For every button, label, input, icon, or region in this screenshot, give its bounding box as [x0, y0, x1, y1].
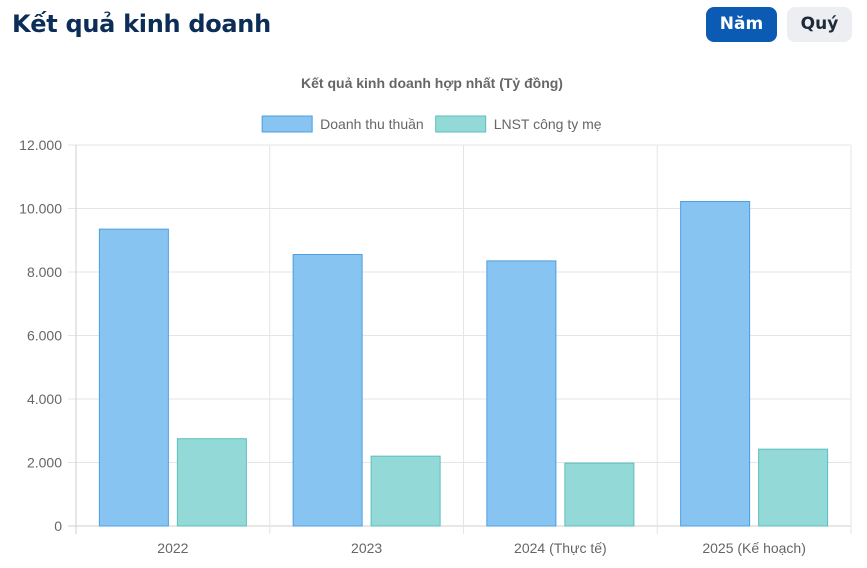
- y-tick-label: 4.000: [27, 391, 62, 407]
- y-tick-label: 0: [54, 518, 62, 534]
- y-tick-label: 6.000: [27, 328, 62, 344]
- legend-label-revenue[interactable]: Doanh thu thuần: [320, 116, 424, 132]
- y-tick-label: 12.000: [19, 137, 62, 153]
- revenue-bar[interactable]: [680, 201, 751, 527]
- y-tick-label: 10.000: [19, 201, 62, 217]
- legend-swatch-revenue[interactable]: [261, 115, 313, 133]
- revenue-bar[interactable]: [292, 254, 363, 527]
- profit-bar[interactable]: [758, 448, 829, 527]
- x-tick-label: 2025 (Kế hoạch): [702, 540, 806, 556]
- chart-axes: 0 2.000 4.000 6.000 8.000 10.000 12.000 2022 202…: [19, 137, 806, 556]
- revenue-bar[interactable]: [486, 260, 557, 527]
- revenue-bar[interactable]: [98, 228, 169, 527]
- page-title: Kết quả kinh doanh: [12, 10, 271, 38]
- chart-title: Kết quả kinh doanh hợp nhất (Tỷ đồng): [301, 75, 563, 91]
- profit-bar[interactable]: [176, 438, 247, 527]
- chart-bars: [98, 201, 829, 527]
- x-tick-label: 2024 (Thực tế): [514, 540, 607, 556]
- chart-legend: Doanh thu thuần LNST công ty mẹ: [261, 115, 602, 133]
- quarter-button[interactable]: Quý: [787, 7, 852, 42]
- profit-bar[interactable]: [370, 455, 441, 527]
- period-toggle: Năm Quý: [706, 7, 852, 42]
- y-tick-label: 2.000: [27, 455, 62, 471]
- year-button[interactable]: Năm: [706, 7, 777, 42]
- x-tick-label: 2022: [157, 540, 188, 556]
- x-tick-label: 2023: [351, 540, 382, 556]
- legend-label-profit[interactable]: LNST công ty mẹ: [494, 116, 602, 132]
- profit-bar[interactable]: [564, 462, 635, 527]
- legend-swatch-profit[interactable]: [435, 115, 487, 133]
- y-tick-label: 8.000: [27, 264, 62, 280]
